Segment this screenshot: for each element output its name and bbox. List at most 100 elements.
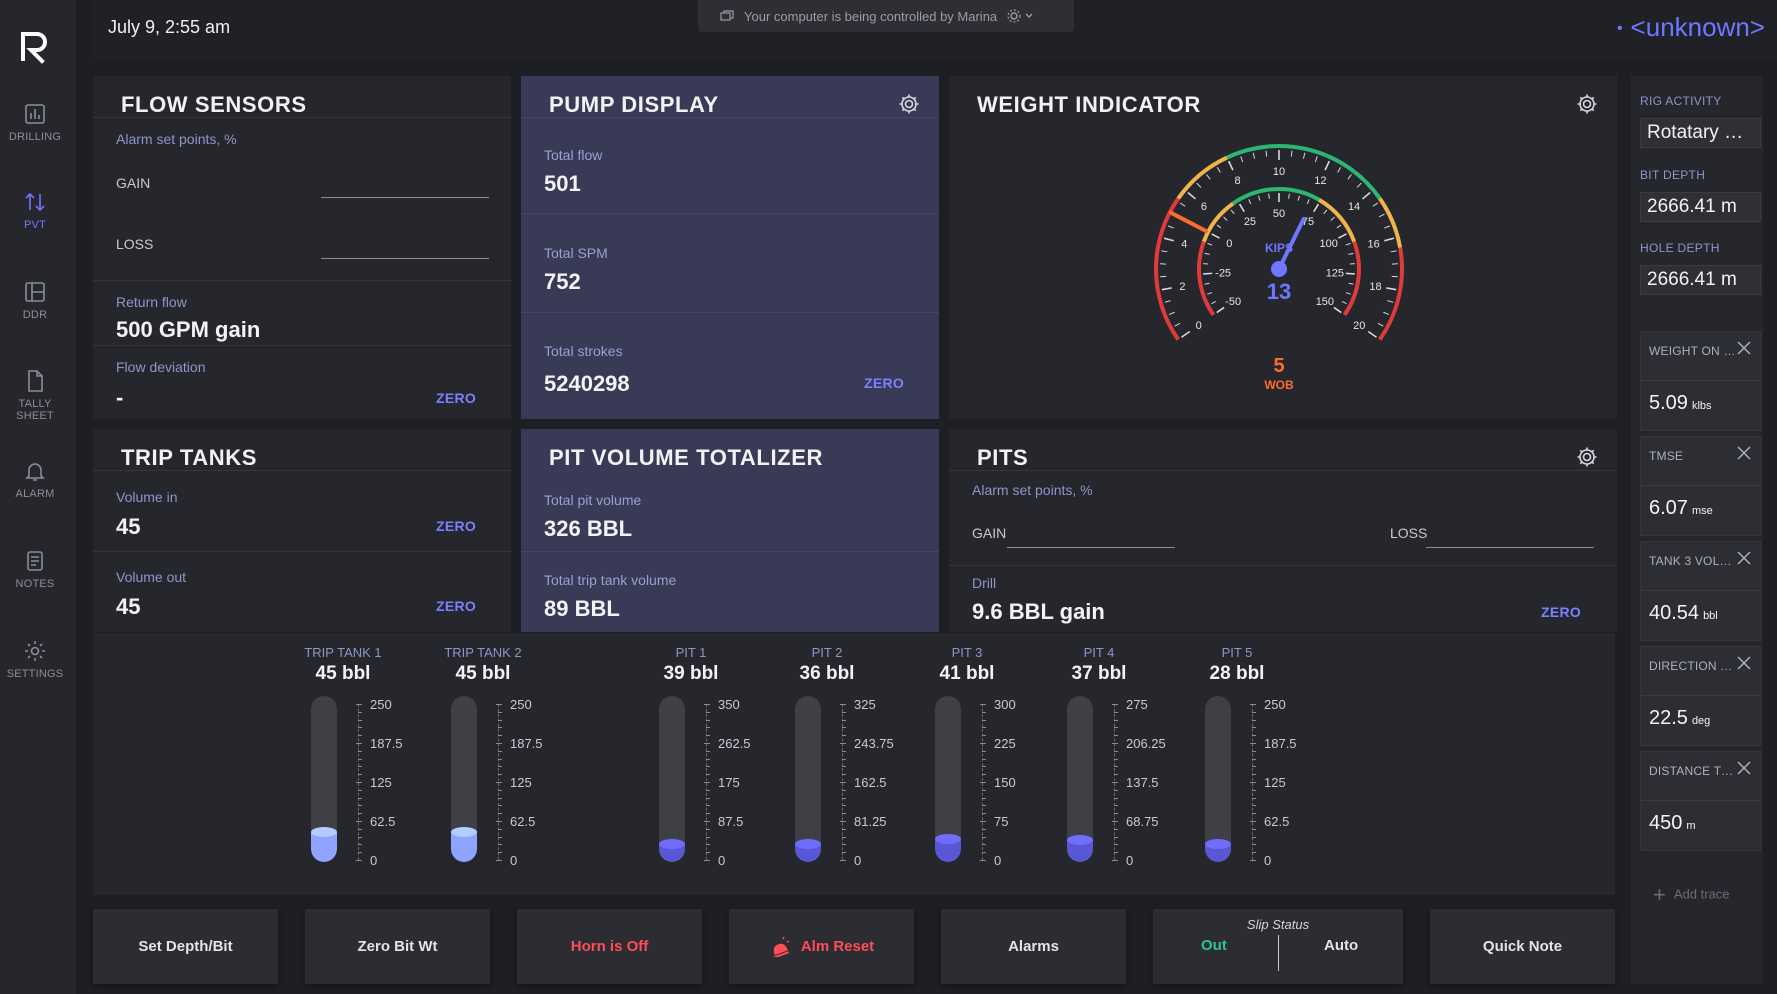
scale-label: 206.25 [1126, 736, 1166, 751]
gauge-tick [1268, 193, 1270, 199]
quick-note-button[interactable]: Quick Note [1430, 909, 1615, 984]
scale-tick [1252, 735, 1256, 737]
scale-tick [356, 782, 362, 783]
tank-scale: 250 187.5 125 62.5 0 [1250, 697, 1330, 868]
nav-item-tally-sheet[interactable]: TALLY SHEET [0, 369, 70, 422]
scale-tick [982, 844, 986, 846]
set-depth-bit-button[interactable]: Set Depth/Bit [93, 909, 278, 984]
gauge-tick [1204, 252, 1210, 255]
close-icon[interactable] [1736, 550, 1752, 566]
slip-out-option[interactable]: Out [1201, 937, 1227, 954]
user-menu[interactable]: • <unknown> [1617, 12, 1765, 43]
trip-tanks-panel: TRIP TANKS Volume in 45 ZERO Volume out … [93, 429, 511, 632]
flow-gain-label: GAIN [116, 175, 151, 191]
pump-display-panel: PUMP DISPLAY Total flow 501 Total SPM 75… [521, 76, 939, 419]
scale-tick [1252, 766, 1256, 768]
flow-gain-input[interactable] [321, 197, 489, 198]
bit-depth-value[interactable]: 2666.41 m [1640, 192, 1761, 222]
tank-level-fill [935, 839, 961, 862]
scale-label: 62.5 [370, 814, 396, 829]
trace-value: 22.5 deg [1649, 707, 1710, 730]
gauge-tick [1390, 250, 1397, 253]
scale-tick [496, 821, 502, 822]
gauge-tick [1265, 150, 1268, 157]
rig-activity-value[interactable]: Rotatary Drilling [1640, 118, 1761, 148]
app-logo[interactable] [20, 30, 50, 64]
pits-gain-input[interactable] [1007, 547, 1175, 548]
slip-auto-option[interactable]: Auto [1324, 937, 1359, 954]
pits-settings-gear-icon[interactable] [1575, 445, 1599, 469]
tank-level-tube [451, 696, 477, 862]
flow-deviation-value: - [116, 385, 124, 410]
scale-tick [706, 750, 710, 752]
scale-label: 187.5 [510, 736, 543, 751]
scale-tick [706, 813, 710, 815]
gauge-tick [1174, 322, 1181, 327]
scale-tick [498, 805, 502, 807]
nav-item-drilling[interactable]: DRILLING [0, 102, 70, 143]
quick-note-label: Quick Note [1482, 938, 1563, 955]
pump-zero-button[interactable]: ZERO [864, 375, 905, 391]
scale-tick [498, 797, 502, 799]
gauge-tick [1207, 292, 1213, 295]
pits-loss-label: LOSS [1390, 525, 1428, 541]
scale-tick [498, 836, 502, 838]
trace-card[interactable]: WEIGHT ON BIT 5.09 klbs [1640, 331, 1761, 431]
alarms-button[interactable]: Alarms [941, 909, 1126, 984]
nav-item-alarm[interactable]: ALARM [0, 459, 70, 500]
close-icon[interactable] [1736, 340, 1752, 356]
pits-alarm-label: Alarm set points, % [972, 482, 1093, 498]
trace-card[interactable]: TMSE 6.07 mse [1640, 436, 1761, 536]
weight-settings-gear-icon[interactable] [1575, 92, 1599, 116]
volume-out-zero-button[interactable]: ZERO [436, 598, 477, 614]
gauge-tick [1336, 224, 1342, 229]
gauge-tick [1384, 225, 1391, 229]
scale-tick [1114, 805, 1118, 807]
gauge-tick [1216, 167, 1221, 173]
nav-label-tally-sheet: TALLY SHEET [16, 398, 54, 422]
nav-item-pvt[interactable]: PVT [0, 190, 70, 231]
pits-zero-button[interactable]: ZERO [1541, 604, 1582, 620]
volume-in-zero-button[interactable]: ZERO [436, 518, 477, 534]
flow-zero-button[interactable]: ZERO [436, 390, 477, 406]
scale-tick [358, 774, 362, 776]
wob-unit: WOB [1264, 378, 1294, 392]
scale-tick [982, 789, 986, 791]
user-name: <unknown> [1630, 12, 1765, 42]
scale-label: 300 [994, 697, 1016, 712]
scale-tick [1252, 789, 1256, 791]
scale-tick [980, 821, 986, 822]
trace-card[interactable]: TANK 3 VOLUME 40.54 bbl [1640, 541, 1761, 641]
pump-settings-gear-icon[interactable] [897, 92, 921, 116]
close-icon[interactable] [1736, 655, 1752, 671]
gauge-arc-segment [1317, 197, 1357, 243]
nav-item-notes[interactable]: NOTES [0, 549, 70, 590]
close-icon[interactable] [1736, 445, 1752, 461]
hole-depth-value[interactable]: 2666.41 m [1640, 265, 1761, 295]
set-depth-bit-label: Set Depth/Bit [138, 938, 233, 955]
trace-name: WEIGHT ON BIT [1649, 344, 1737, 358]
pits-loss-input[interactable] [1426, 547, 1594, 548]
scale-label: 250 [1264, 697, 1286, 712]
zero-bit-wt-button[interactable]: Zero Bit Wt [305, 909, 490, 984]
gauge-tick [1230, 209, 1235, 215]
nav-item-ddr[interactable]: DDR [0, 280, 70, 321]
scale-tick [498, 828, 502, 830]
close-icon[interactable] [1736, 760, 1752, 776]
add-trace-button[interactable]: + Add trace [1653, 882, 1730, 908]
flow-loss-input[interactable] [321, 258, 489, 259]
scale-tick [1114, 727, 1118, 729]
gauge-tick-label: -50 [1225, 296, 1241, 308]
nav-item-settings[interactable]: SETTINGS [0, 639, 70, 680]
horn-toggle-button[interactable]: Horn is Off [517, 909, 702, 984]
scale-tick [1250, 860, 1256, 861]
horn-label: Horn is Off [570, 938, 649, 955]
alarm-reset-button[interactable]: Alm Reset [729, 909, 914, 984]
scale-label: 243.75 [854, 736, 894, 751]
scale-label: 250 [510, 697, 532, 712]
tank-level-fill [311, 832, 337, 862]
scale-tick [1112, 821, 1118, 822]
settings-dropdown-icon[interactable] [1007, 9, 1035, 23]
